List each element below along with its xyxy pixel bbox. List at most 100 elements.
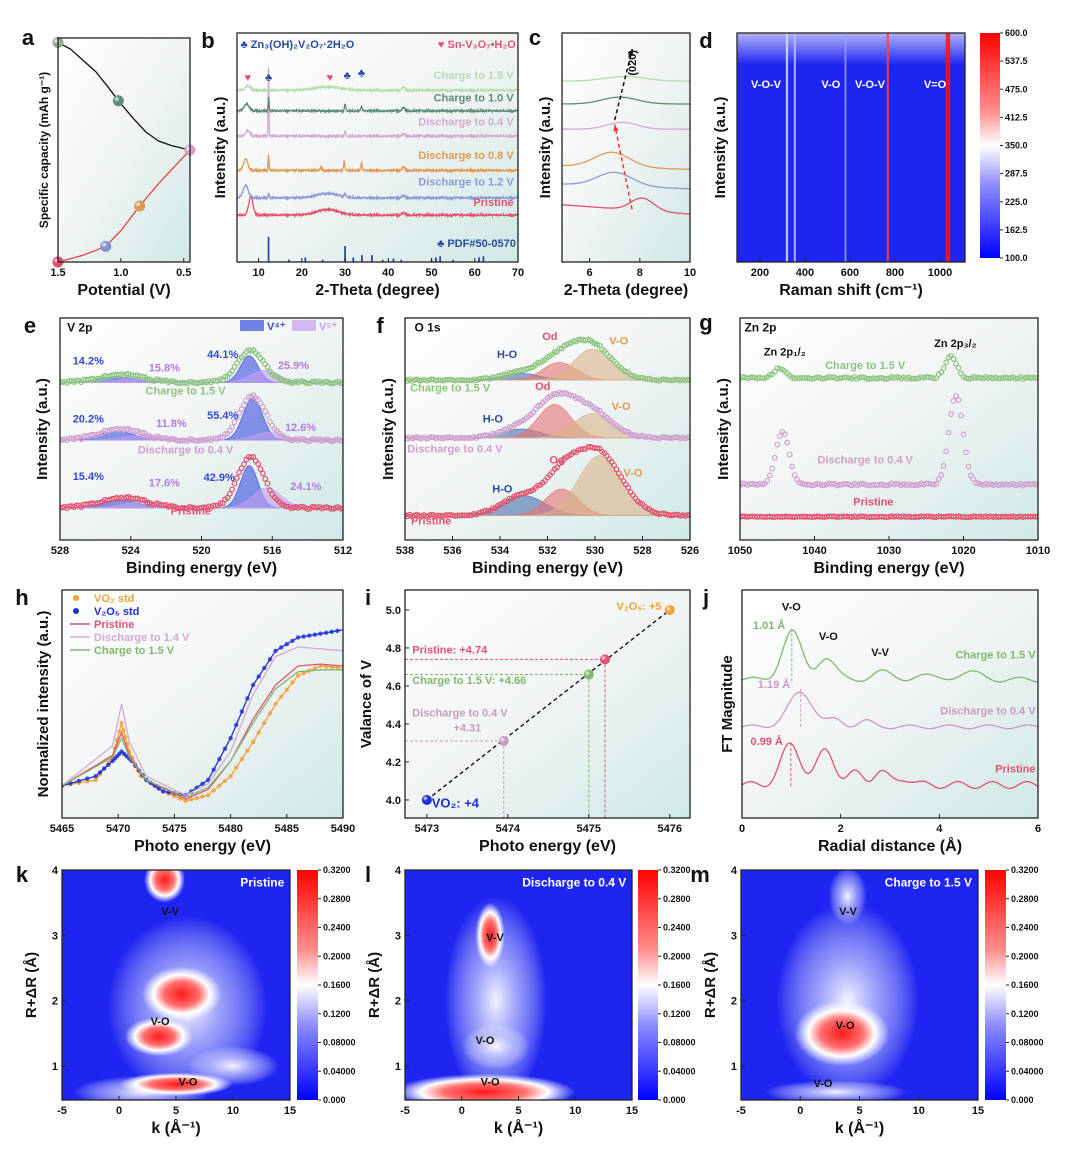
x-tick-label: 800 xyxy=(886,267,904,279)
data-marker xyxy=(687,434,690,441)
y-tick-label: 3 xyxy=(52,930,58,942)
data-marker xyxy=(256,674,261,679)
x-tick-label: 6 xyxy=(587,267,593,279)
data-marker xyxy=(618,474,625,480)
data-marker xyxy=(250,739,256,745)
y-tick-label: 4.8 xyxy=(386,643,401,655)
x-tick-label: 520 xyxy=(192,545,210,557)
plot-content xyxy=(73,870,279,1100)
data-marker xyxy=(278,694,284,700)
data-marker xyxy=(687,512,690,519)
colorbar-tick-label: 0.1600 xyxy=(323,980,351,990)
annotation: 1.01 Å xyxy=(753,619,785,632)
annotation: V-O xyxy=(819,631,838,643)
x-tick-label: 1.5 xyxy=(50,267,65,279)
annotation: O 1s xyxy=(415,320,441,334)
legend-swatch xyxy=(240,320,264,331)
data-marker xyxy=(183,798,188,804)
data-marker xyxy=(781,431,788,437)
plot-area xyxy=(742,590,1038,818)
data-marker xyxy=(809,482,815,489)
legend-label: V⁴⁺ xyxy=(267,321,286,333)
data-marker xyxy=(485,507,492,514)
colorbar-tick-label: 0.04000 xyxy=(1011,1066,1044,1076)
data-marker xyxy=(233,475,240,481)
annotation: V 2p xyxy=(67,320,92,334)
data-marker xyxy=(222,778,228,784)
y-axis-title: Intensity (a.u.) xyxy=(380,378,397,480)
data-marker xyxy=(764,477,771,484)
raman-band xyxy=(785,33,789,262)
data-marker xyxy=(264,412,271,419)
heatmap-blob xyxy=(405,1073,576,1100)
x-tick-label: 1040 xyxy=(802,545,826,557)
x-tick-label: 0 xyxy=(116,1105,122,1117)
series-line xyxy=(237,97,518,115)
colorbar-tick-label: 412.5 xyxy=(1005,112,1028,122)
data-marker xyxy=(273,648,278,653)
x-tick-label: 5 xyxy=(515,1105,521,1117)
panel-letter: k xyxy=(16,862,29,887)
data-marker xyxy=(97,770,103,775)
data-marker xyxy=(283,435,290,442)
annotation: 15.4% xyxy=(73,471,104,483)
series-line xyxy=(237,184,518,202)
panel-letter: h xyxy=(15,585,28,610)
axes-frame xyxy=(61,589,344,819)
data-marker xyxy=(687,376,690,383)
data-marker xyxy=(211,788,216,793)
y-tick-label: 4.0 xyxy=(386,795,401,807)
annotation: 44.1% xyxy=(207,349,238,361)
annotation: ♥ Sn-V₃O₇•H₂O xyxy=(438,39,516,51)
data-marker xyxy=(948,411,954,417)
data-marker xyxy=(501,498,508,505)
data-marker xyxy=(217,756,222,762)
data-point-highlight xyxy=(583,669,594,680)
x-axis-title: Radial distance (Å) xyxy=(818,836,962,855)
y-tick-label: 3 xyxy=(395,930,401,942)
data-marker xyxy=(786,451,793,458)
data-marker xyxy=(212,502,219,509)
colorbar-tick-label: 0.2800 xyxy=(663,894,691,904)
plot-area xyxy=(58,38,190,262)
data-marker xyxy=(259,403,266,410)
annotation: Od xyxy=(535,381,550,393)
data-marker xyxy=(248,454,254,461)
data-marker xyxy=(828,374,835,381)
data-marker xyxy=(318,663,323,669)
x-tick-label: 10 xyxy=(913,1105,925,1117)
x-tick-label: 1050 xyxy=(728,545,752,557)
data-marker xyxy=(943,359,950,366)
data-marker xyxy=(955,364,962,371)
series-label: Charge to 1.0 V xyxy=(434,93,515,105)
panel-letter: b xyxy=(201,28,214,53)
data-marker xyxy=(913,375,920,382)
x-tick-label: 1010 xyxy=(1026,545,1050,557)
series-label: Discharge to 0.8 V xyxy=(418,150,514,162)
plot-area xyxy=(405,590,690,818)
data-marker xyxy=(284,687,289,692)
colorbar-tick-label: 0.1200 xyxy=(663,1009,691,1019)
x-tick-label: 5465 xyxy=(50,823,74,835)
colorbar-tick-label: 0.2400 xyxy=(1011,923,1039,933)
x-tick-label: 15 xyxy=(284,1105,296,1117)
data-marker xyxy=(955,397,962,403)
data-marker xyxy=(556,345,563,352)
plot-content xyxy=(62,628,343,804)
data-marker xyxy=(229,368,236,374)
colorbar-tick-label: 162.5 xyxy=(1005,225,1028,235)
x-axis-title: Binding energy (eV) xyxy=(126,560,277,577)
colorbar-tick-label: 0.2000 xyxy=(323,951,351,961)
x-tick-label: 526 xyxy=(681,545,699,557)
panel-letter: d xyxy=(699,28,712,53)
legend-label: VO₂ std xyxy=(94,593,134,605)
colorbar-tick-label: 0.08000 xyxy=(1011,1038,1044,1048)
legend-label: Charge to 1.5 V xyxy=(94,645,175,657)
data-marker xyxy=(123,735,128,740)
y-axis-title: Normalized intensity (a.u.) xyxy=(35,611,52,798)
point-label: V₂O₅: +5 xyxy=(617,601,662,613)
data-marker xyxy=(774,365,781,372)
colorbar xyxy=(985,870,1006,1100)
data-marker xyxy=(312,666,318,671)
colorbar xyxy=(297,870,318,1100)
